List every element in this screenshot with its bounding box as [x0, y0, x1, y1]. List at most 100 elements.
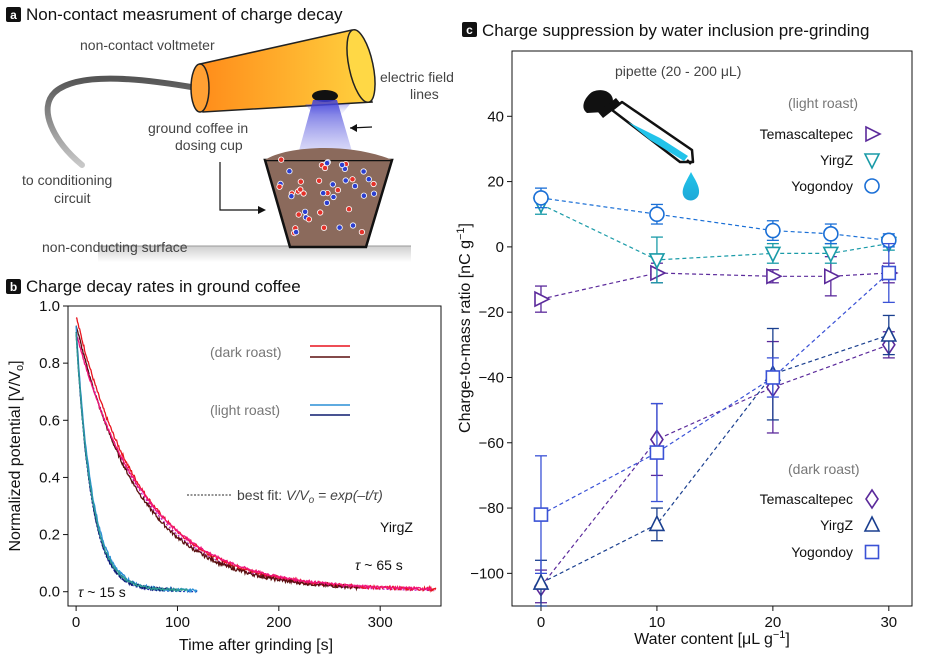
positive-charge-particle — [278, 156, 285, 163]
positive-charge-particle — [334, 187, 341, 194]
panel-b-ylabel-end: ] — [7, 360, 24, 364]
panel-c-ticks: 0 10 20 30 −100 −80 −60 −40 −20 0 20 40 — [470, 108, 897, 631]
data-point-tri-up — [532, 573, 550, 590]
legend-light-temascaltepec: Temascaltepec — [760, 126, 853, 142]
data-point-square — [533, 507, 549, 522]
negative-charge-particle — [349, 222, 357, 229]
x-tick-label: 10 — [649, 614, 666, 631]
legend-marker-diamond — [865, 488, 879, 510]
y-tick-label: −40 — [479, 369, 504, 386]
panel-b-letter: b — [10, 280, 17, 294]
positive-charge-particle — [315, 177, 323, 184]
panel-c-ylabel: Charge-to-mass ratio [nC g−1] — [455, 223, 474, 433]
tau-fast-value: ~ 15 s — [87, 584, 126, 600]
data-point-tri-up — [648, 514, 666, 532]
legend-light-markers — [863, 125, 882, 194]
panel-b-data-curves — [75, 317, 437, 594]
panel-c-xlabel-end: ] — [785, 631, 789, 648]
series-line — [540, 272, 890, 516]
x-tick-label: 20 — [765, 614, 782, 631]
tau-slow-value: ~ 65 s — [364, 557, 403, 573]
y-tick-label: 0.8 — [39, 355, 60, 372]
positive-charge-particle — [297, 186, 304, 193]
legend-marker-circle — [864, 178, 880, 194]
voltmeter-label: non-contact voltmeter — [80, 37, 215, 53]
y-tick-label: 1.0 — [39, 298, 60, 315]
coffee-arrow — [219, 162, 262, 211]
panel-a-letter: a — [10, 8, 17, 22]
legend-dark-label: (dark roast) — [210, 344, 282, 360]
legend-light-roast-label: (light roast) — [788, 95, 858, 111]
positive-charge-particle — [276, 183, 283, 190]
negative-charge-particle — [370, 190, 378, 197]
legend-marker-tri-down — [863, 153, 881, 170]
x-tick-label: 0 — [537, 614, 545, 631]
negative-charge-particle — [351, 183, 359, 190]
panel-c-plot-frame — [511, 50, 913, 607]
charged-particles — [276, 156, 378, 237]
sample-label: YirgZ — [380, 519, 413, 535]
negative-charge-particle — [320, 190, 327, 197]
positive-charge-particle — [300, 190, 307, 197]
tau-fast-symbol: τ — [78, 584, 84, 600]
non-conducting-surface — [98, 246, 411, 262]
negative-charge-particle — [329, 181, 336, 188]
y-tick-label: −100 — [470, 565, 504, 582]
data-point-circle — [765, 222, 781, 239]
y-tick-label: 0.6 — [39, 412, 60, 429]
y-tick-label: −20 — [479, 304, 504, 321]
panel-b-title: Charge decay rates in ground coffee — [26, 277, 301, 296]
panel-c-letter: c — [466, 23, 473, 37]
positive-charge-particle — [305, 216, 312, 223]
positive-charge-particle — [358, 229, 365, 236]
legend-fit-formula: V/V — [286, 487, 310, 503]
positive-charge-particle — [349, 176, 356, 183]
series-line — [540, 344, 890, 587]
legend-dark-markers — [863, 488, 881, 560]
y-tick-label: 0 — [496, 239, 504, 256]
legend-fit-label: best fit: V/Vo = exp(–t/τ) — [237, 487, 383, 506]
panel-b: b Charge decay rates in ground coffee 0 1… — [6, 277, 442, 654]
negative-charge-particle — [342, 177, 349, 184]
negative-charge-particle — [365, 176, 372, 183]
data-point-tri-right — [534, 290, 551, 308]
data-point-circle — [823, 226, 839, 242]
negative-charge-particle — [323, 160, 331, 167]
legend-fit-rest: = exp(–t/τ) — [314, 487, 383, 503]
y-tick-label: 0.0 — [39, 584, 60, 601]
y-tick-label: 20 — [487, 174, 504, 191]
tau-slow-label: τ ~ 65 s — [355, 557, 403, 573]
conditioning-label-2: circuit — [54, 190, 91, 206]
data-point-tri-down — [648, 253, 666, 270]
voltmeter-face — [346, 28, 376, 104]
legend-fit-prefix: best fit: — [237, 487, 286, 503]
negative-charge-particle — [360, 168, 367, 175]
legend-dark-roast-label: (dark roast) — [788, 461, 860, 477]
panel-c-ylabel-end: ] — [457, 223, 474, 227]
coffee-label-2: dosing cup — [175, 137, 243, 153]
negative-charge-particle — [330, 193, 337, 201]
coffee-label-1: ground coffee in — [148, 120, 248, 136]
negative-charge-particle — [336, 224, 343, 231]
data-point-tri-down — [764, 246, 782, 264]
y-tick-label: 40 — [487, 108, 504, 125]
decay-curve-dark-1 — [75, 325, 361, 592]
tau-fast-label: τ ~ 15 s — [78, 584, 126, 600]
panel-c-ylabel-main: Charge-to-mass ratio [nC g — [457, 240, 474, 433]
data-point-tri-right — [766, 268, 783, 285]
negative-charge-particle — [360, 192, 367, 199]
data-point-circle — [649, 206, 665, 223]
x-tick-label: 30 — [880, 614, 897, 631]
negative-charge-particle — [292, 229, 300, 236]
panel-c-ylabel-sup: −1 — [455, 227, 467, 240]
positive-charge-particle — [345, 206, 353, 213]
water-drop-icon — [682, 172, 700, 201]
data-point-tri-right — [650, 264, 667, 282]
y-tick-label: 0.4 — [39, 469, 60, 486]
legend-marker-square — [864, 544, 880, 560]
panel-c-title: Charge suppression by water inclusion pr… — [482, 21, 869, 40]
negative-charge-particle — [338, 161, 346, 168]
negative-charge-particle — [301, 208, 309, 215]
y-tick-label: 0.2 — [39, 527, 60, 544]
